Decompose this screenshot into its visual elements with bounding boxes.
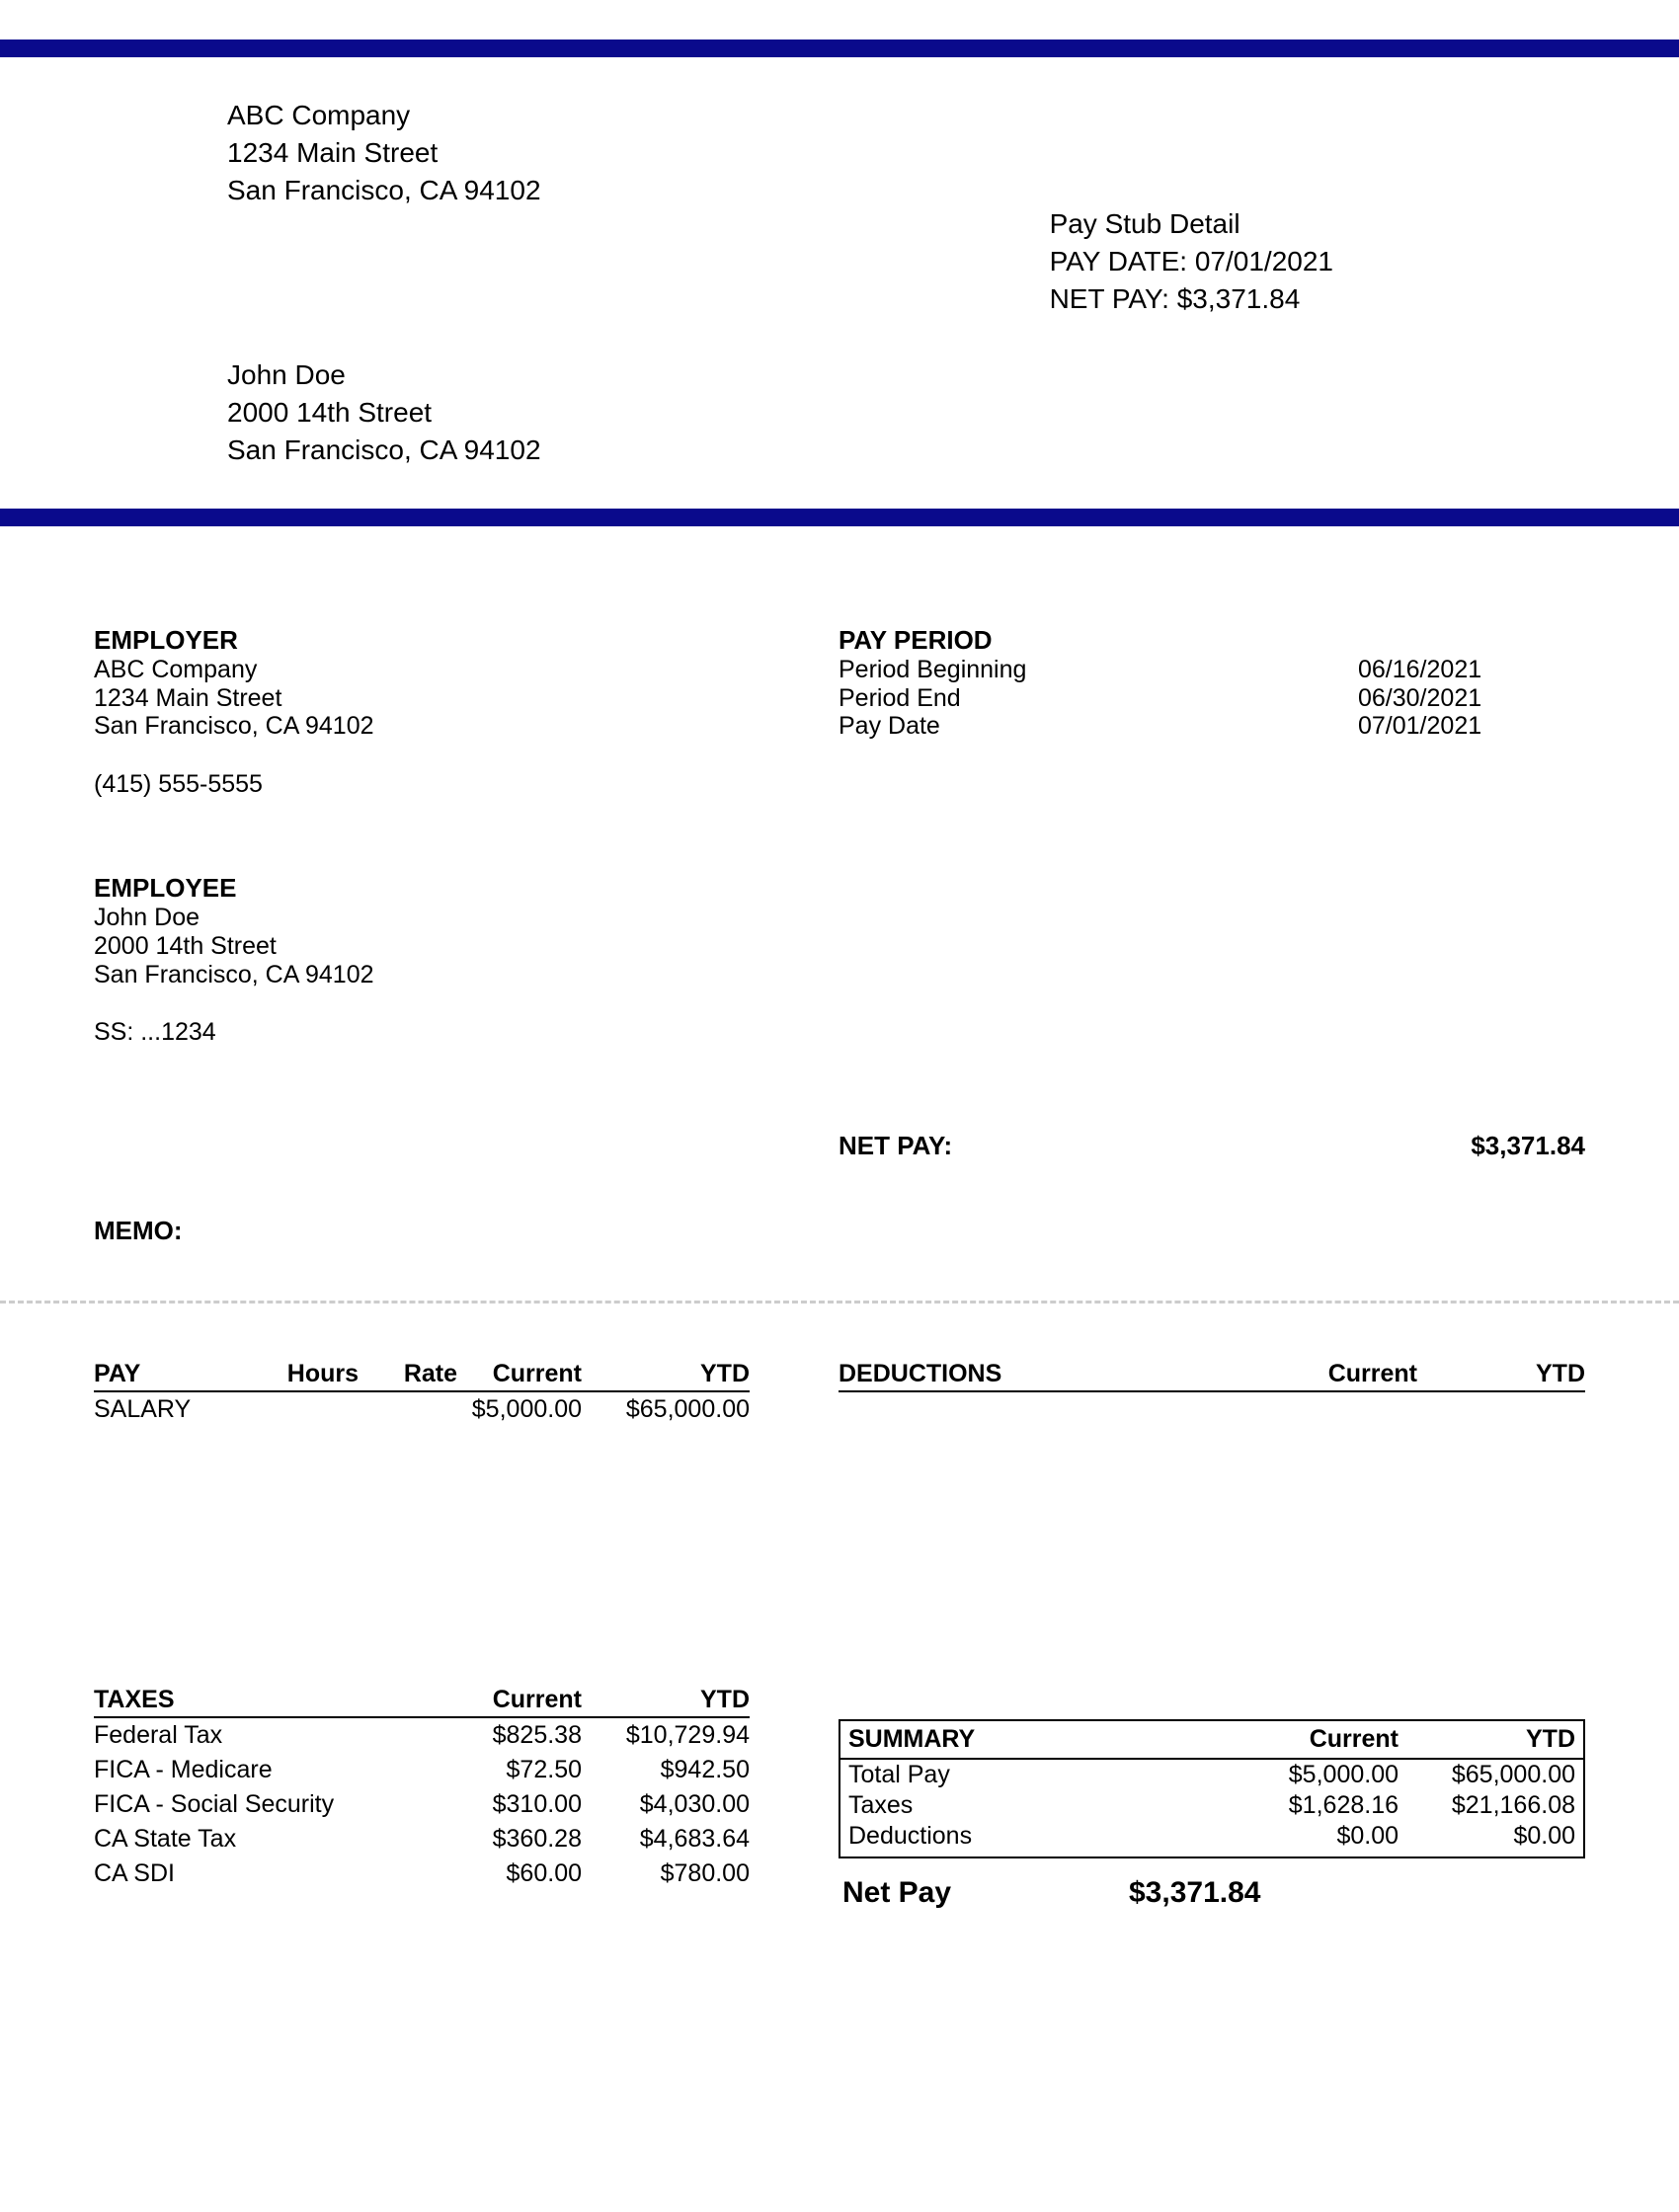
company-city: San Francisco, CA 94102: [227, 172, 1452, 209]
tax-col-ytd: YTD: [582, 1684, 750, 1717]
memo-label: MEMO:: [94, 1216, 1585, 1246]
tax-row: CA SDI$60.00$780.00: [94, 1856, 750, 1891]
summary-deductions-label: Deductions: [840, 1821, 1142, 1857]
tax-row-ytd: $780.00: [582, 1856, 750, 1891]
netpay-final-label: Net Pay: [842, 1876, 1129, 1910]
detail-section: EMPLOYER ABC Company 1234 Main Street Sa…: [0, 526, 1679, 1910]
summary-taxes-label: Taxes: [840, 1790, 1142, 1821]
tax-row-ytd: $942.50: [582, 1753, 750, 1787]
taxes-table: TAXES Current YTD Federal Tax$825.38$10,…: [94, 1684, 750, 1891]
netpay-final-row: Net Pay $3,371.84: [839, 1876, 1585, 1910]
ded-col-label: DEDUCTIONS: [839, 1358, 1220, 1391]
pay-table: PAY Hours Rate Current YTD SALARY $5,000.…: [94, 1358, 750, 1427]
tax-row-current: $60.00: [424, 1856, 582, 1891]
tear-line: [0, 1301, 1679, 1304]
tax-row-current: $310.00: [424, 1787, 582, 1822]
paystub-paydate: PAY DATE: 07/01/2021: [1050, 243, 1333, 280]
summary-deductions-current: $0.00: [1142, 1821, 1406, 1857]
tax-row-ytd: $4,030.00: [582, 1787, 750, 1822]
employee-detail-street: 2000 14th Street: [94, 932, 750, 961]
employer-name: ABC Company: [94, 656, 750, 684]
pay-row-label: SALARY: [94, 1391, 250, 1427]
pay-row-ytd: $65,000.00: [582, 1391, 750, 1427]
employee-ss: SS: ...1234: [94, 1018, 750, 1047]
tax-row: CA State Tax$360.28$4,683.64: [94, 1822, 750, 1856]
summary-col-current: Current: [1142, 1720, 1406, 1759]
pay-col-rate: Rate: [359, 1358, 457, 1391]
ded-col-ytd: YTD: [1417, 1358, 1585, 1391]
period-begin-label: Period Beginning: [839, 656, 1358, 684]
deductions-table: DEDUCTIONS Current YTD: [839, 1358, 1585, 1392]
employee-name: John Doe: [227, 356, 1452, 394]
employee-heading: EMPLOYEE: [94, 873, 750, 904]
summary-totalpay-label: Total Pay: [840, 1759, 1142, 1790]
summary-row-taxes: Taxes $1,628.16 $21,166.08: [840, 1790, 1584, 1821]
summary-deductions-ytd: $0.00: [1406, 1821, 1584, 1857]
paystub-title: Pay Stub Detail: [1050, 205, 1333, 243]
ded-col-current: Current: [1220, 1358, 1417, 1391]
summary-heading: SUMMARY: [840, 1720, 1142, 1759]
employer-heading: EMPLOYER: [94, 625, 750, 656]
employee-detail-name: John Doe: [94, 904, 750, 932]
summary-row-deductions: Deductions $0.00 $0.00: [840, 1821, 1584, 1857]
summary-table: SUMMARY Current YTD Total Pay $5,000.00 …: [839, 1719, 1585, 1858]
employee-city: San Francisco, CA 94102: [227, 432, 1452, 469]
payperiod-heading: PAY PERIOD: [839, 625, 1585, 656]
top-accent-bar: [0, 40, 1679, 57]
employee-detail-city: San Francisco, CA 94102: [94, 961, 750, 989]
header-section: Pay Stub Detail PAY DATE: 07/01/2021 NET…: [0, 57, 1679, 509]
tax-row-current: $72.50: [424, 1753, 582, 1787]
tax-row: Federal Tax$825.38$10,729.94: [94, 1717, 750, 1753]
pay-col-ytd: YTD: [582, 1358, 750, 1391]
pay-col-current: Current: [457, 1358, 582, 1391]
employer-street: 1234 Main Street: [94, 684, 750, 713]
employer-city: San Francisco, CA 94102: [94, 712, 750, 741]
pay-col-label: PAY: [94, 1358, 250, 1391]
tax-row-current: $360.28: [424, 1822, 582, 1856]
netpay-label: NET PAY:: [839, 1131, 1471, 1161]
tax-col-label: TAXES: [94, 1684, 424, 1717]
tax-row-label: CA State Tax: [94, 1822, 424, 1856]
tax-row-label: FICA - Social Security: [94, 1787, 424, 1822]
tax-row-label: CA SDI: [94, 1856, 424, 1891]
employee-address-block: John Doe 2000 14th Street San Francisco,…: [227, 356, 1452, 468]
paystub-netpay: NET PAY: $3,371.84: [1050, 280, 1333, 318]
company-name: ABC Company: [227, 97, 1452, 134]
tax-row-label: Federal Tax: [94, 1717, 424, 1753]
summary-taxes-ytd: $21,166.08: [1406, 1790, 1584, 1821]
tax-row: FICA - Medicare$72.50$942.50: [94, 1753, 750, 1787]
tax-row-ytd: $4,683.64: [582, 1822, 750, 1856]
tax-row-current: $825.38: [424, 1717, 582, 1753]
netpay-value: $3,371.84: [1471, 1131, 1585, 1161]
pay-col-hours: Hours: [250, 1358, 359, 1391]
paydate-label: Pay Date: [839, 712, 1358, 741]
paydate-value: 07/01/2021: [1358, 712, 1585, 741]
summary-totalpay-ytd: $65,000.00: [1406, 1759, 1584, 1790]
tax-row-label: FICA - Medicare: [94, 1753, 424, 1787]
netpay-final-value: $3,371.84: [1129, 1876, 1260, 1910]
summary-taxes-current: $1,628.16: [1142, 1790, 1406, 1821]
tax-row-ytd: $10,729.94: [582, 1717, 750, 1753]
period-end-value: 06/30/2021: [1358, 684, 1585, 713]
period-begin-value: 06/16/2021: [1358, 656, 1585, 684]
employer-phone: (415) 555-5555: [94, 770, 750, 799]
paystub-summary-block: Pay Stub Detail PAY DATE: 07/01/2021 NET…: [1050, 205, 1333, 317]
tax-col-current: Current: [424, 1684, 582, 1717]
company-address-block: ABC Company 1234 Main Street San Francis…: [227, 97, 1452, 208]
mid-accent-bar: [0, 509, 1679, 526]
summary-row-totalpay: Total Pay $5,000.00 $65,000.00: [840, 1759, 1584, 1790]
company-street: 1234 Main Street: [227, 134, 1452, 172]
pay-row-rate: [359, 1391, 457, 1427]
summary-totalpay-current: $5,000.00: [1142, 1759, 1406, 1790]
pay-row-current: $5,000.00: [457, 1391, 582, 1427]
period-end-label: Period End: [839, 684, 1358, 713]
pay-row-hours: [250, 1391, 359, 1427]
pay-row: SALARY $5,000.00$65,000.00: [94, 1391, 750, 1427]
employee-street: 2000 14th Street: [227, 394, 1452, 432]
tax-row: FICA - Social Security$310.00$4,030.00: [94, 1787, 750, 1822]
summary-col-ytd: YTD: [1406, 1720, 1584, 1759]
